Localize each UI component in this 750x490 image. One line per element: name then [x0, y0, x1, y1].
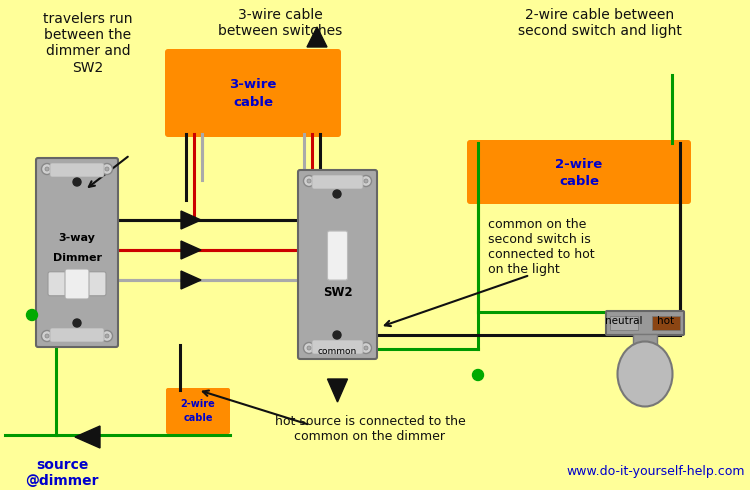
- Circle shape: [73, 178, 81, 186]
- Text: SW2: SW2: [322, 286, 352, 299]
- Circle shape: [45, 334, 49, 338]
- Circle shape: [472, 369, 484, 381]
- Text: neutral: neutral: [605, 316, 643, 326]
- Circle shape: [45, 167, 49, 171]
- Text: common: common: [318, 347, 357, 356]
- FancyBboxPatch shape: [65, 269, 89, 299]
- Polygon shape: [307, 27, 327, 47]
- Circle shape: [26, 310, 38, 320]
- Circle shape: [101, 330, 112, 342]
- FancyBboxPatch shape: [165, 49, 341, 137]
- FancyBboxPatch shape: [312, 340, 363, 354]
- Circle shape: [307, 179, 311, 183]
- Ellipse shape: [617, 342, 673, 407]
- Circle shape: [364, 346, 368, 350]
- FancyBboxPatch shape: [50, 163, 104, 177]
- FancyBboxPatch shape: [606, 311, 684, 335]
- Text: hot: hot: [658, 316, 674, 326]
- FancyBboxPatch shape: [298, 170, 377, 359]
- Text: 2-wire: 2-wire: [555, 157, 603, 171]
- Text: Dimmer: Dimmer: [53, 253, 101, 263]
- Text: 3-way: 3-way: [58, 233, 95, 243]
- FancyBboxPatch shape: [50, 328, 104, 342]
- Circle shape: [101, 164, 112, 174]
- Circle shape: [304, 343, 314, 353]
- Circle shape: [105, 334, 109, 338]
- Text: cable: cable: [183, 413, 213, 423]
- Circle shape: [307, 346, 311, 350]
- Text: source
@dimmer: source @dimmer: [26, 458, 99, 488]
- Circle shape: [333, 190, 341, 198]
- Circle shape: [333, 331, 341, 339]
- Circle shape: [105, 167, 109, 171]
- Circle shape: [41, 330, 53, 342]
- Text: cable: cable: [559, 174, 599, 188]
- Text: 3-wire: 3-wire: [230, 78, 277, 92]
- Circle shape: [41, 164, 53, 174]
- Text: 2-wire: 2-wire: [181, 399, 215, 409]
- Polygon shape: [328, 379, 347, 402]
- Bar: [633, 334, 657, 348]
- Text: www.do-it-yourself-help.com: www.do-it-yourself-help.com: [566, 465, 745, 478]
- Polygon shape: [75, 426, 100, 448]
- Polygon shape: [181, 271, 201, 289]
- FancyBboxPatch shape: [48, 272, 106, 296]
- Circle shape: [364, 179, 368, 183]
- FancyBboxPatch shape: [312, 175, 363, 189]
- Text: 3-wire cable
between switches: 3-wire cable between switches: [217, 8, 342, 38]
- Bar: [610, 316, 638, 330]
- Circle shape: [361, 175, 371, 187]
- FancyBboxPatch shape: [166, 388, 230, 434]
- Polygon shape: [181, 241, 201, 259]
- Text: cable: cable: [233, 96, 273, 108]
- FancyBboxPatch shape: [467, 140, 691, 204]
- Circle shape: [304, 175, 314, 187]
- Circle shape: [361, 343, 371, 353]
- Bar: [652, 316, 680, 330]
- Circle shape: [73, 319, 81, 327]
- Text: common on the
second switch is
connected to hot
on the light: common on the second switch is connected…: [488, 218, 595, 276]
- FancyBboxPatch shape: [36, 158, 118, 347]
- Polygon shape: [181, 211, 201, 229]
- FancyBboxPatch shape: [328, 231, 347, 280]
- Text: hot source is connected to the
common on the dimmer: hot source is connected to the common on…: [274, 415, 465, 443]
- Text: travelers run
between the
dimmer and
SW2: travelers run between the dimmer and SW2: [44, 12, 133, 74]
- Text: 2-wire cable between
second switch and light: 2-wire cable between second switch and l…: [518, 8, 682, 38]
